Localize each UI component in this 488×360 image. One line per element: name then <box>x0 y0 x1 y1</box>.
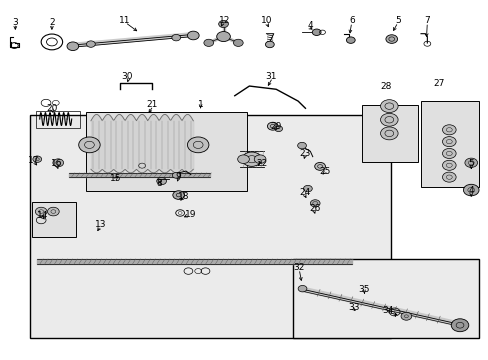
Circle shape <box>442 172 455 182</box>
Circle shape <box>303 185 312 192</box>
Circle shape <box>274 126 282 132</box>
Text: 15: 15 <box>109 174 121 183</box>
Circle shape <box>79 137 100 153</box>
Text: 26: 26 <box>309 204 320 213</box>
Circle shape <box>312 29 321 36</box>
Bar <box>420 101 478 187</box>
Text: 17: 17 <box>28 156 40 165</box>
Text: 2: 2 <box>49 18 55 27</box>
Circle shape <box>464 158 477 167</box>
Circle shape <box>233 39 243 46</box>
Circle shape <box>218 21 228 28</box>
Bar <box>30 116 390 338</box>
Circle shape <box>442 125 455 135</box>
Circle shape <box>380 100 397 113</box>
Circle shape <box>237 155 249 163</box>
Text: 13: 13 <box>95 220 106 229</box>
Circle shape <box>172 172 180 178</box>
Text: 22: 22 <box>255 159 266 168</box>
Circle shape <box>442 160 455 170</box>
Circle shape <box>442 136 455 147</box>
Bar <box>86 112 246 191</box>
Text: 19: 19 <box>185 210 196 219</box>
Circle shape <box>298 285 306 292</box>
Circle shape <box>450 319 468 332</box>
Text: 7: 7 <box>424 16 429 25</box>
Text: 11: 11 <box>119 16 130 25</box>
Circle shape <box>187 31 199 40</box>
Circle shape <box>67 42 79 50</box>
Text: 29: 29 <box>270 122 281 131</box>
Circle shape <box>310 200 320 207</box>
Circle shape <box>254 155 265 163</box>
Circle shape <box>171 35 180 41</box>
Text: 31: 31 <box>265 72 277 81</box>
Text: 6: 6 <box>348 16 354 25</box>
Text: 1: 1 <box>197 100 203 109</box>
Circle shape <box>346 37 354 43</box>
Text: 32: 32 <box>293 264 304 273</box>
Bar <box>32 202 76 237</box>
Circle shape <box>86 41 95 47</box>
Text: 9: 9 <box>176 172 181 181</box>
Text: 33: 33 <box>348 303 359 312</box>
Circle shape <box>463 184 478 196</box>
Circle shape <box>400 312 411 320</box>
Circle shape <box>33 156 41 162</box>
Text: 23: 23 <box>299 149 310 158</box>
Circle shape <box>172 191 184 199</box>
Text: 5: 5 <box>468 159 473 168</box>
Circle shape <box>53 159 63 167</box>
Text: 34: 34 <box>382 306 393 315</box>
Circle shape <box>47 207 59 216</box>
Text: 20: 20 <box>46 104 58 113</box>
Text: 27: 27 <box>433 79 444 88</box>
Circle shape <box>203 39 213 46</box>
Text: 3: 3 <box>12 18 18 27</box>
Text: 5: 5 <box>394 16 400 25</box>
Circle shape <box>35 207 47 216</box>
Text: 16: 16 <box>51 159 62 168</box>
Text: 30: 30 <box>122 72 133 81</box>
Text: 35: 35 <box>358 285 369 294</box>
Circle shape <box>380 127 397 140</box>
Text: 10: 10 <box>260 16 272 25</box>
Text: 24: 24 <box>299 188 310 197</box>
Bar <box>36 111 80 128</box>
Text: 4: 4 <box>307 21 312 30</box>
Circle shape <box>442 148 455 158</box>
Text: 21: 21 <box>146 100 157 109</box>
Text: 12: 12 <box>219 16 230 25</box>
Text: 4: 4 <box>468 186 473 195</box>
Circle shape <box>297 142 306 149</box>
Circle shape <box>157 177 166 185</box>
Circle shape <box>187 137 208 153</box>
Bar <box>361 105 417 162</box>
Text: 28: 28 <box>380 82 391 91</box>
Bar <box>293 259 478 338</box>
Circle shape <box>242 152 261 166</box>
Text: 25: 25 <box>319 167 330 176</box>
Text: 8: 8 <box>156 179 162 188</box>
Circle shape <box>216 32 230 41</box>
Text: 18: 18 <box>178 192 189 201</box>
Circle shape <box>267 122 278 130</box>
Circle shape <box>385 35 397 43</box>
Text: 14: 14 <box>37 211 48 220</box>
Circle shape <box>380 113 397 126</box>
Circle shape <box>314 162 325 170</box>
Circle shape <box>265 41 274 48</box>
